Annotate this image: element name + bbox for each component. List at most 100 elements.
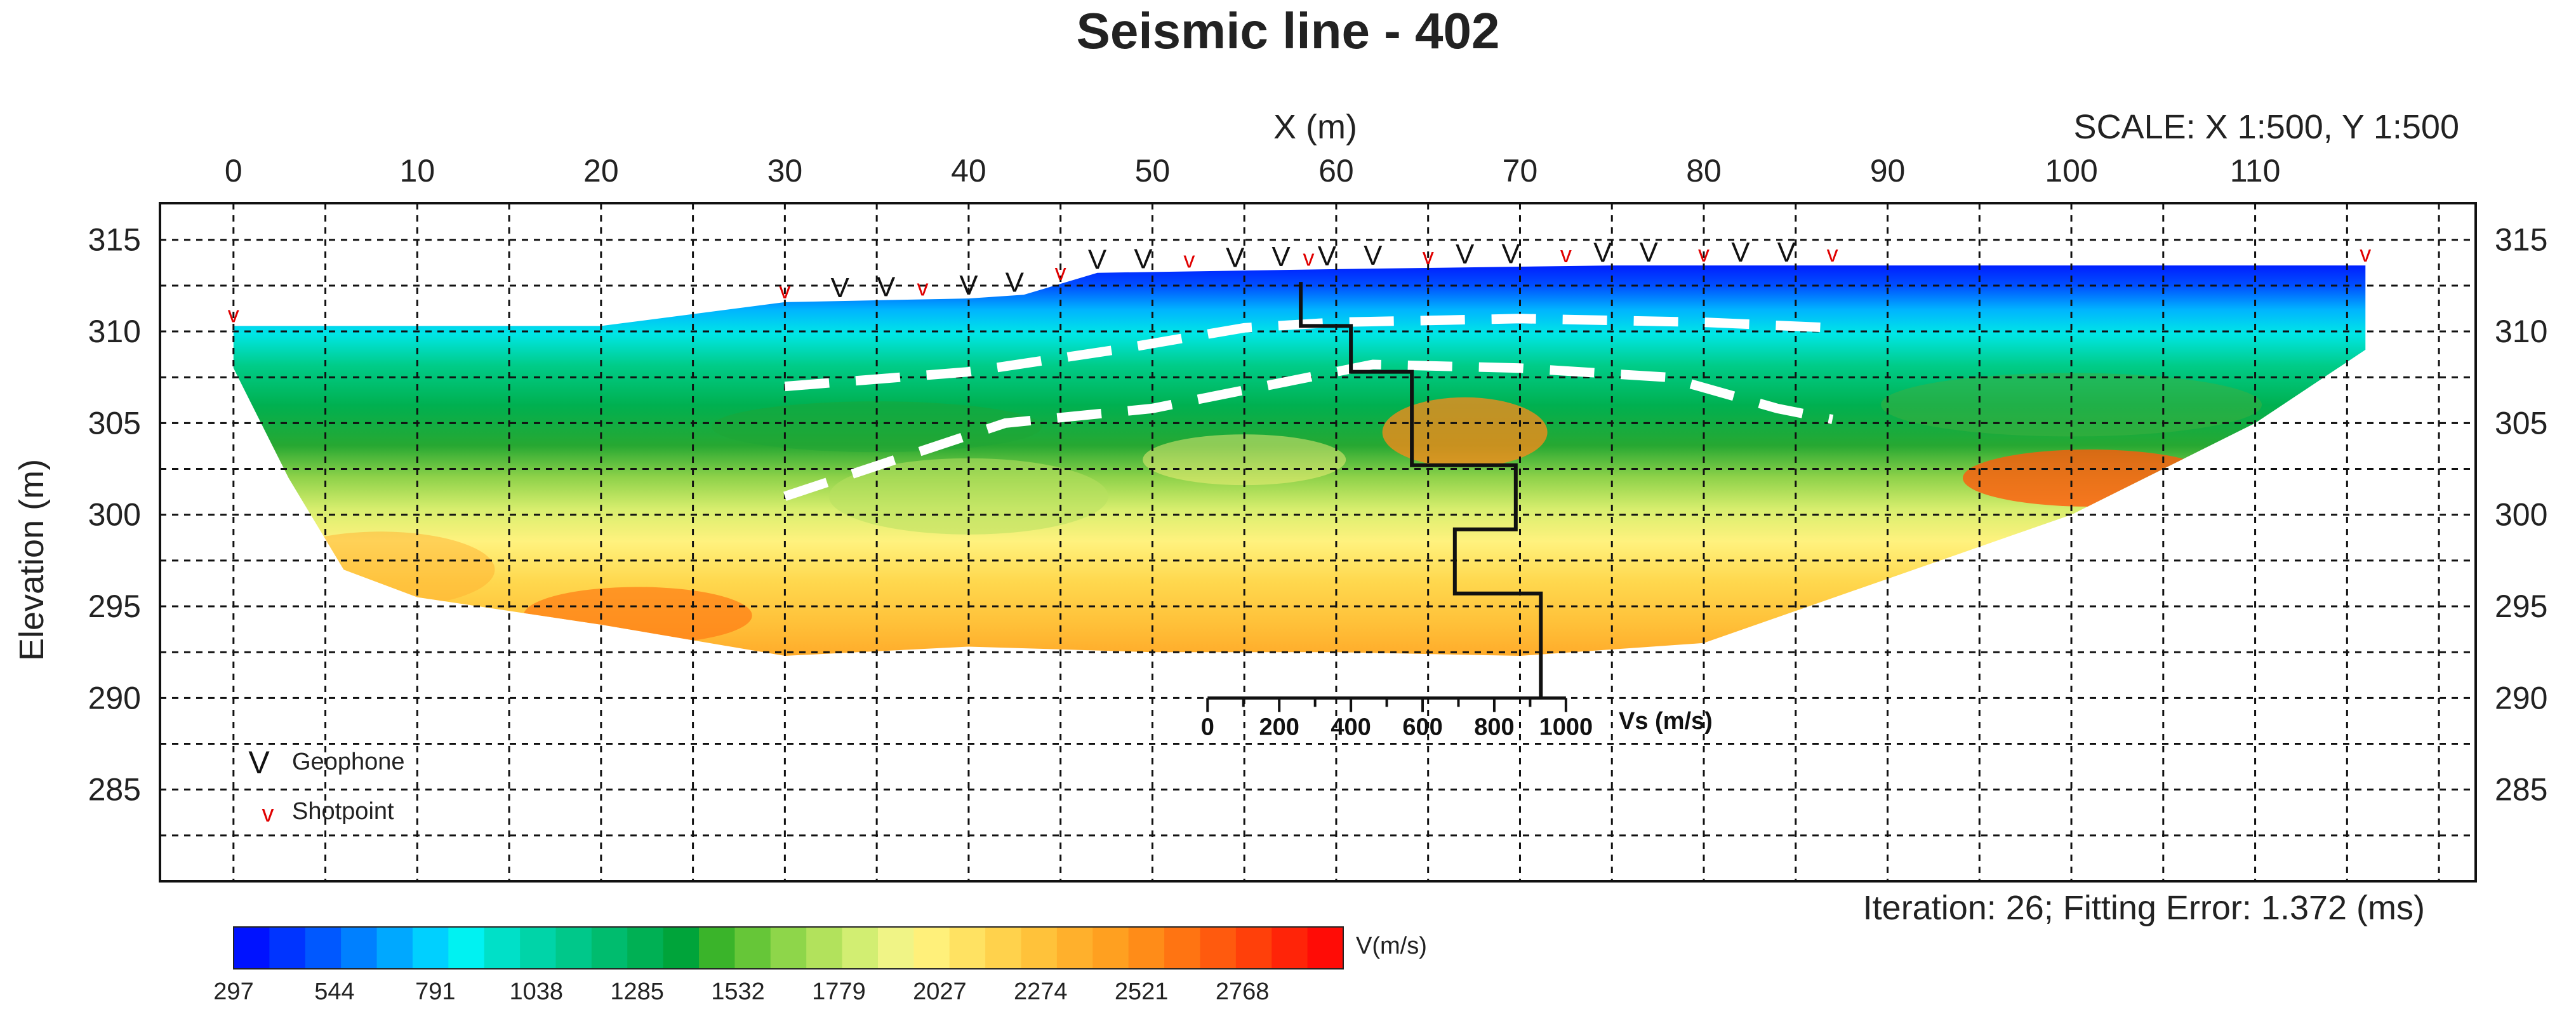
geophone-marker: V	[1318, 241, 1337, 272]
geophone-marker: V	[1226, 242, 1245, 273]
legend-geophone-label: Geophone	[292, 749, 405, 775]
y-tick-right-295: 295	[2495, 589, 2547, 624]
shotpoint-marker: v	[779, 277, 790, 303]
colorbar-swatch	[234, 927, 270, 969]
colorbar-tick-544: 544	[314, 978, 354, 1005]
y-tick-left-295: 295	[88, 589, 141, 624]
grid-lines	[160, 203, 2476, 881]
shotpoint-marker: v	[1423, 243, 1434, 269]
vs-tick-200: 200	[1259, 714, 1299, 740]
y-tick-right-315: 315	[2495, 222, 2547, 258]
colorbar-swatch	[1128, 927, 1165, 969]
colorbar-tick-2027: 2027	[913, 978, 967, 1005]
y-axis-label: Elevation (m)	[13, 459, 51, 661]
shotpoint-marker: v	[917, 275, 929, 301]
geophone-marker: V	[1006, 267, 1025, 298]
y-tick-right-305: 305	[2495, 405, 2547, 441]
colorbar: 297 544 791 1038 1285 1532 1779 2027 2274 2521 276…	[213, 926, 1344, 1005]
shotpoint-marker: v	[1827, 241, 1838, 267]
colorbar-swatch	[1092, 927, 1129, 969]
iteration-text: Iteration: 26; Fitting Error: 1.372 (ms)	[1863, 889, 2425, 927]
vs-tick-400: 400	[1331, 714, 1371, 740]
colorbar-tick-2768: 2768	[1216, 978, 1270, 1005]
x-tick-labels: 0 10 20 30 40 50 60 70 80 90 100 110	[225, 153, 2281, 189]
colorbar-swatch	[877, 927, 914, 969]
velocity-anomaly	[266, 531, 495, 608]
legend-geophone-icon: V	[248, 745, 270, 780]
x-tick-90: 90	[1870, 153, 1906, 189]
legend: V Geophone v Shotpoint	[248, 745, 404, 827]
geophone-marker: V	[1639, 237, 1658, 268]
x-tick-30: 30	[767, 153, 803, 189]
colorbar-swatch	[269, 927, 306, 969]
y-tick-right-300: 300	[2495, 497, 2547, 533]
colorbar-unit-label: V(m/s)	[1356, 933, 1427, 959]
shotpoint-marker: v	[228, 301, 239, 327]
geophone-marker: V	[1134, 244, 1153, 275]
velocity-anomaly	[1963, 449, 2217, 507]
geophone-marker: V	[1593, 237, 1612, 268]
geophone-marker: V	[877, 272, 896, 303]
x-axis-label: X (m)	[1273, 108, 1357, 146]
colorbar-tick-297: 297	[213, 978, 253, 1005]
y-tick-left-300: 300	[88, 497, 141, 533]
y-tick-right-310: 310	[2495, 314, 2547, 349]
legend-shotpoint-icon: v	[262, 801, 274, 827]
colorbar-swatch	[1164, 927, 1201, 969]
shotpoint-marker: v	[2360, 241, 2371, 267]
legend-shotpoint-label: Shotpoint	[292, 798, 394, 825]
geophone-marker: V	[1731, 237, 1750, 268]
geophone-marker: V	[1456, 239, 1475, 270]
geophone-marker: V	[1777, 237, 1796, 268]
interface-2	[783, 359, 1834, 501]
x-tick-110: 110	[2230, 153, 2281, 189]
colorbar-swatch	[1271, 927, 1308, 969]
colorbar-tick-1038: 1038	[509, 978, 563, 1005]
colorbar-tick-2521: 2521	[1115, 978, 1169, 1005]
colorbar-swatch	[949, 927, 986, 969]
geophone-marker: V	[1501, 238, 1520, 269]
colorbar-tick-2274: 2274	[1014, 978, 1068, 1005]
vs-tick-800: 800	[1474, 714, 1514, 740]
colorbar-swatch	[1235, 927, 1272, 969]
colorbar-swatch	[627, 927, 664, 969]
x-tick-100: 100	[2045, 153, 2097, 189]
geophone-marker: V	[831, 272, 850, 303]
y-tick-left-305: 305	[88, 405, 141, 441]
velocity-anomaly	[1881, 373, 2262, 437]
shotpoint-marker: v	[1055, 259, 1066, 285]
colorbar-swatch	[376, 927, 413, 969]
interface-1	[784, 314, 1833, 392]
colorbar-swatch	[448, 927, 485, 969]
y-tick-left-315: 315	[88, 222, 141, 258]
colorbar-swatch	[1056, 927, 1093, 969]
x-tick-60: 60	[1318, 153, 1354, 189]
colorbar-swatch	[484, 927, 521, 969]
colorbar-swatch	[663, 927, 700, 969]
colorbar-swatch	[412, 927, 449, 969]
x-tick-0: 0	[225, 153, 242, 189]
x-tick-70: 70	[1503, 153, 1538, 189]
colorbar-frame	[233, 926, 1344, 969]
shotpoint-marker: v	[1183, 246, 1195, 272]
shotpoint-marker: v	[1560, 241, 1572, 267]
colorbar-swatch	[520, 927, 557, 969]
y-tick-right-285: 285	[2495, 772, 2547, 808]
x-tick-10: 10	[400, 153, 435, 189]
y-tick-left-285: 285	[88, 772, 141, 808]
receiver-markers: V V V VV V V V V V V V V V V Vvv vv v v v v v v v	[228, 237, 2371, 327]
velocity-field	[233, 265, 2366, 656]
colorbar-tick-791: 791	[415, 978, 455, 1005]
colorbar-swatch	[1307, 927, 1344, 969]
plot-frame	[159, 202, 2477, 883]
x-tick-80: 80	[1686, 153, 1722, 189]
colorbar-swatch	[734, 927, 771, 969]
y-tick-left-310: 310	[88, 314, 141, 349]
y-tick-labels-right: 315 310 305 300 295 290 285	[2495, 222, 2547, 808]
colorbar-swatch	[555, 927, 592, 969]
vs-axis-label: Vs (m/s)	[1619, 708, 1713, 735]
colorbar-swatch	[985, 927, 1022, 969]
colorbar-swatch	[341, 927, 378, 969]
shotpoint-marker: v	[1303, 245, 1315, 271]
